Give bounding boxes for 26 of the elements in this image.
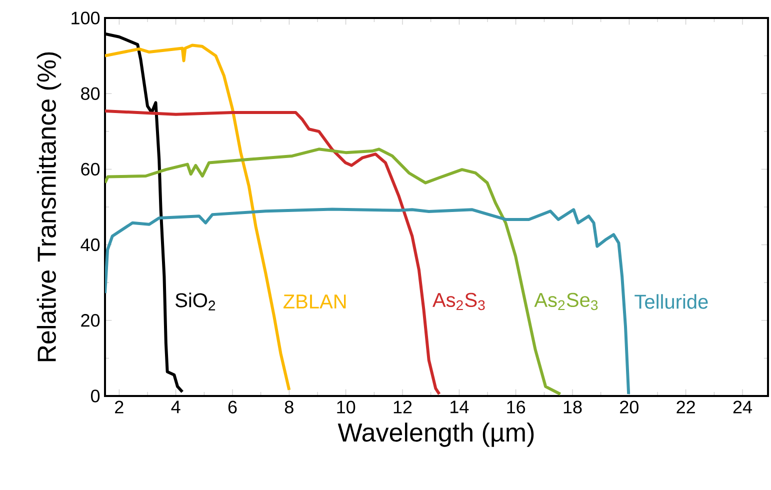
y-tick-label: 100 — [72, 12, 100, 24]
x-tick-label: 22 — [676, 400, 695, 414]
series-label: As$_{2}$S$_{3}$ — [432, 292, 485, 310]
series-label: SiO$_{2}$ — [176, 292, 216, 310]
y-tick-label: 20 — [81, 314, 100, 327]
x-tick-label: 20 — [620, 400, 638, 414]
series-label: ZBLAN — [283, 294, 346, 308]
x-tick-label: 24 — [733, 400, 752, 414]
x-tick-label: 8 — [284, 400, 294, 414]
x-tick-label: 18 — [564, 400, 582, 414]
x-tick-label: 2 — [115, 400, 124, 414]
series-label: Telluride — [634, 294, 708, 309]
x-tick-label: 12 — [394, 400, 412, 414]
x-tick-label: 16 — [507, 400, 526, 414]
x-tick-label: 14 — [450, 400, 469, 414]
x-axis-title: Wavelength (µm) — [338, 422, 534, 447]
x-tick-label: 4 — [171, 400, 180, 414]
series-label: As$_{2}$Se$_{3}$ — [534, 292, 598, 310]
y-tick-label: 40 — [80, 238, 100, 252]
line-series — [105, 208, 630, 396]
y-tick-label: 80 — [81, 87, 100, 100]
y-tick-label: 60 — [81, 162, 100, 176]
x-tick-label: 10 — [337, 400, 356, 414]
x-tick-label: 6 — [228, 400, 237, 414]
y-tick-label: 0 — [90, 390, 100, 402]
y-axis-title: Relative Transmittance (%) — [36, 52, 62, 362]
